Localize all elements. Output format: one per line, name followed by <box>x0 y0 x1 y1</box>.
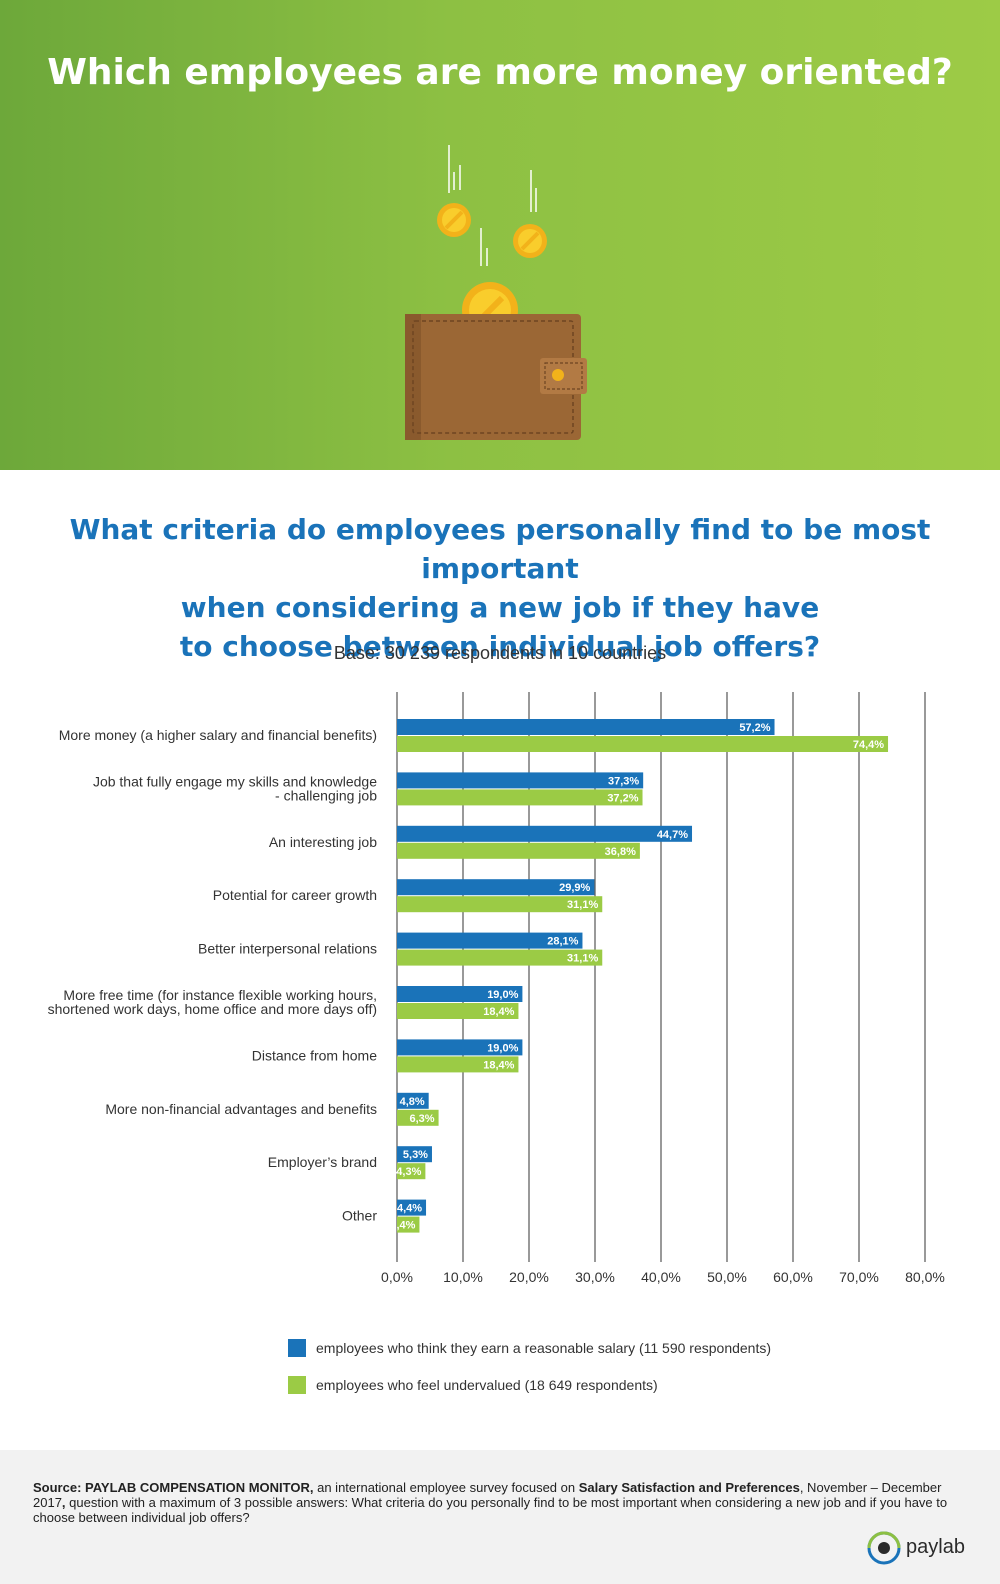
bar <box>397 842 640 859</box>
category-label: More free time (for instance flexible wo… <box>63 987 377 1003</box>
hero-banner: Which employees are more money oriented? <box>0 0 1000 470</box>
bar <box>397 825 693 842</box>
bar <box>397 1109 439 1126</box>
question-title-line: to choose between individual job offers? <box>179 630 821 663</box>
bar <box>397 1163 426 1180</box>
x-tick-label: 20,0% <box>509 1269 549 1285</box>
source-text: an international employee survey focused… <box>313 1480 579 1495</box>
data-label: 28,1% <box>547 936 578 948</box>
bar <box>397 949 603 966</box>
bar <box>397 736 889 752</box>
data-label: 6,3% <box>410 1113 435 1125</box>
data-label: 18,4% <box>483 1006 514 1018</box>
x-tick-label: 70,0% <box>839 1269 879 1285</box>
bar <box>397 719 775 735</box>
bar <box>397 772 644 789</box>
data-label: 31,1% <box>567 899 598 911</box>
data-label: 4,4% <box>397 1203 422 1215</box>
category-label: shortened work days, home office and mor… <box>48 1001 377 1017</box>
source-topic: Salary Satisfaction and Preferences <box>578 1480 800 1495</box>
x-tick-label: 10,0% <box>443 1269 483 1285</box>
wallet-coins-illustration <box>405 145 587 440</box>
data-label: 29,9% <box>559 882 590 894</box>
base-note: Base: 30 239 respondents in 10 countries <box>333 643 667 663</box>
data-label: 3,4% <box>390 1220 415 1232</box>
question-title-line: when considering a new job if they have <box>180 591 820 624</box>
data-label: 37,3% <box>608 775 639 787</box>
category-label: More non-financial advantages and benefi… <box>105 1101 377 1117</box>
x-tick-label: 30,0% <box>575 1269 615 1285</box>
coin-icon <box>437 203 471 237</box>
footer: Source: PAYLAB COMPENSATION MONITOR, an … <box>0 1450 1000 1584</box>
legend-label: employees who think they earn a reasonab… <box>316 1340 772 1356</box>
data-label: 19,0% <box>487 989 518 1001</box>
bar <box>397 932 583 949</box>
bar <box>397 1146 432 1163</box>
x-tick-label: 50,0% <box>707 1269 747 1285</box>
bar-chart: 0,0% 10,0% 20,0% 30,0% 40,0% 50,0% 60,0% 70,0% 8… <box>48 692 945 1285</box>
data-label: 19,0% <box>487 1042 518 1054</box>
legend-swatch-green <box>288 1376 306 1394</box>
bar <box>397 1003 519 1019</box>
data-label: 31,1% <box>567 953 598 965</box>
category-label: Employer’s brand <box>268 1154 377 1170</box>
wallet-icon <box>405 314 587 440</box>
coin-icon <box>513 224 547 258</box>
bar <box>397 1039 523 1056</box>
category-label: Potential for career growth <box>213 887 377 903</box>
data-label: 5,3% <box>403 1149 428 1161</box>
source-question: question with a maximum of 3 possible an… <box>33 1495 948 1525</box>
x-tick-label: 80,0% <box>905 1269 945 1285</box>
data-label: 74,4% <box>853 739 884 751</box>
category-label: An interesting job <box>269 834 377 850</box>
data-label: 18,4% <box>483 1059 514 1071</box>
source-label: Source: PAYLAB COMPENSATION MONITOR, <box>33 1480 314 1495</box>
source-comma: , <box>61 1495 66 1510</box>
legend-swatch-blue <box>288 1339 306 1357</box>
page-title: Which employees are more money oriented? <box>47 52 953 93</box>
category-label: Better interpersonal relations <box>198 941 377 957</box>
source-date: , November – December 2017 <box>33 1480 942 1510</box>
x-tick-label: 60,0% <box>773 1269 813 1285</box>
category-label: Job that fully engage my skills and know… <box>93 773 377 789</box>
data-label: 44,7% <box>657 829 688 841</box>
category-label: Other <box>342 1208 377 1224</box>
question-title: What criteria do employees personally fi… <box>30 510 970 666</box>
data-label: 36,8% <box>605 846 636 858</box>
data-label: 57,2% <box>739 722 770 734</box>
eye-icon <box>867 1531 901 1565</box>
bar <box>397 1216 420 1233</box>
source-note: Source: PAYLAB COMPENSATION MONITOR, an … <box>33 1480 968 1525</box>
data-label: 4,8% <box>400 1096 425 1108</box>
x-tick-label: 40,0% <box>641 1269 681 1285</box>
data-label: 4,3% <box>396 1166 421 1178</box>
bar <box>397 879 595 896</box>
bar <box>397 789 643 806</box>
bar <box>397 896 603 913</box>
falling-lines <box>448 145 537 266</box>
data-label: 37,2% <box>607 792 638 804</box>
category-label: More money (a higher salary and financia… <box>59 727 377 743</box>
bar <box>397 1199 427 1216</box>
category-label: - challenging job <box>275 787 377 803</box>
question-title-line: What criteria do employees personally fi… <box>69 513 931 585</box>
x-tick-label: 0,0% <box>381 1269 413 1285</box>
bar <box>397 986 523 1002</box>
category-label: Distance from home <box>252 1047 377 1063</box>
bar <box>397 1092 429 1109</box>
legend-label: employees who feel undervalued (18 649 r… <box>316 1377 658 1393</box>
bar <box>397 1056 519 1073</box>
logo-text: paylab <box>906 1536 965 1558</box>
